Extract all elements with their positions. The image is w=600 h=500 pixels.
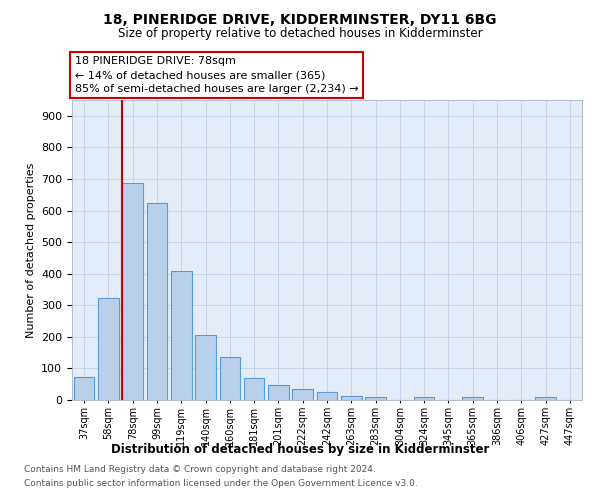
Text: Distribution of detached houses by size in Kidderminster: Distribution of detached houses by size … (111, 442, 489, 456)
Text: 18 PINERIDGE DRIVE: 78sqm
← 14% of detached houses are smaller (365)
85% of semi: 18 PINERIDGE DRIVE: 78sqm ← 14% of detac… (74, 56, 358, 94)
Bar (220, 356, 240, 400)
Bar (171, 270, 191, 400)
Bar (74, 378, 94, 400)
Bar (365, 397, 386, 400)
Bar (317, 392, 337, 400)
Bar (195, 334, 216, 400)
Bar (463, 397, 483, 400)
Text: 18, PINERIDGE DRIVE, KIDDERMINSTER, DY11 6BG: 18, PINERIDGE DRIVE, KIDDERMINSTER, DY11… (103, 12, 497, 26)
Bar (341, 396, 362, 400)
Text: Contains HM Land Registry data © Crown copyright and database right 2024.: Contains HM Land Registry data © Crown c… (24, 466, 376, 474)
Bar (535, 398, 556, 400)
Bar (122, 182, 143, 400)
Bar (146, 203, 167, 400)
Bar (268, 384, 289, 400)
Text: Contains public sector information licensed under the Open Government Licence v3: Contains public sector information licen… (24, 479, 418, 488)
Bar (244, 378, 265, 400)
Bar (414, 398, 434, 400)
Text: Size of property relative to detached houses in Kidderminster: Size of property relative to detached ho… (118, 28, 482, 40)
Bar (98, 298, 119, 400)
Bar (292, 389, 313, 400)
Y-axis label: Number of detached properties: Number of detached properties (26, 162, 35, 338)
